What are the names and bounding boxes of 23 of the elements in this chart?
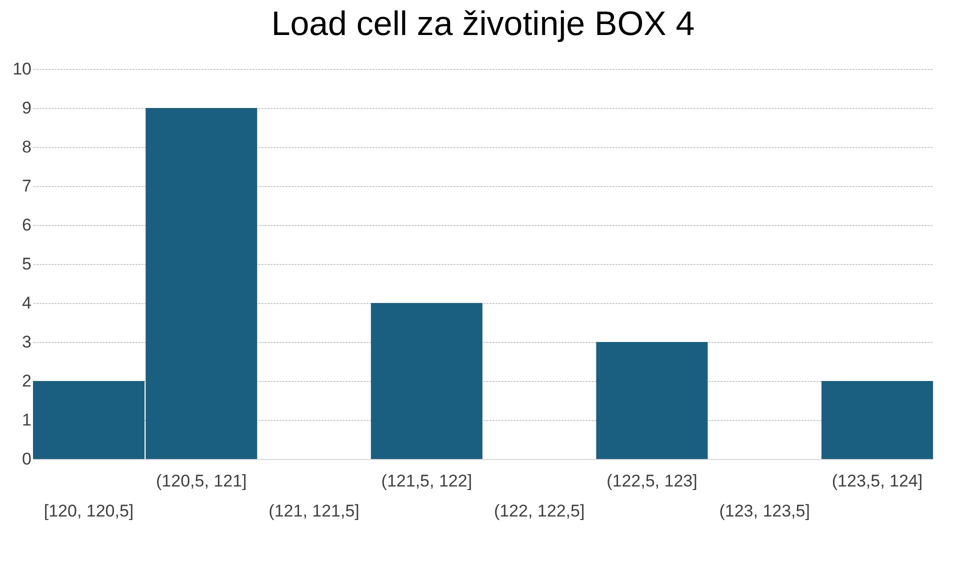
bar xyxy=(596,342,708,459)
x-tick-label: (123,5, 124] xyxy=(832,472,923,490)
x-tick-label: (120,5, 121] xyxy=(156,472,247,490)
y-tick-label: 6 xyxy=(22,216,32,234)
y-tick-label: 0 xyxy=(22,450,32,468)
y-tick-label: 5 xyxy=(22,254,32,274)
y-tick-label: 2 xyxy=(22,372,32,390)
y-tick-label: 9 xyxy=(22,98,32,118)
x-tick-label: (121, 121,5] xyxy=(268,502,360,520)
bar xyxy=(821,381,933,459)
y-tick-label: 10 xyxy=(12,60,32,78)
y-tick-label: 8 xyxy=(22,138,32,156)
y-tick-label: 1 xyxy=(22,410,32,430)
y-tick-label: 3 xyxy=(22,332,32,352)
x-tick-label: (122, 122,5] xyxy=(494,502,585,520)
x-tick-label: [120, 120,5] xyxy=(44,502,134,520)
x-tick-label: (122,5, 123] xyxy=(606,472,698,490)
chart-title: Load cell za životinje BOX 4 xyxy=(271,5,695,43)
y-tick-label: 4 xyxy=(22,294,32,312)
x-tick-label: (121,5, 122] xyxy=(381,472,472,490)
y-tick-label: 7 xyxy=(22,176,32,196)
bar xyxy=(370,303,482,459)
x-tick-label: (123, 123,5] xyxy=(719,502,810,520)
